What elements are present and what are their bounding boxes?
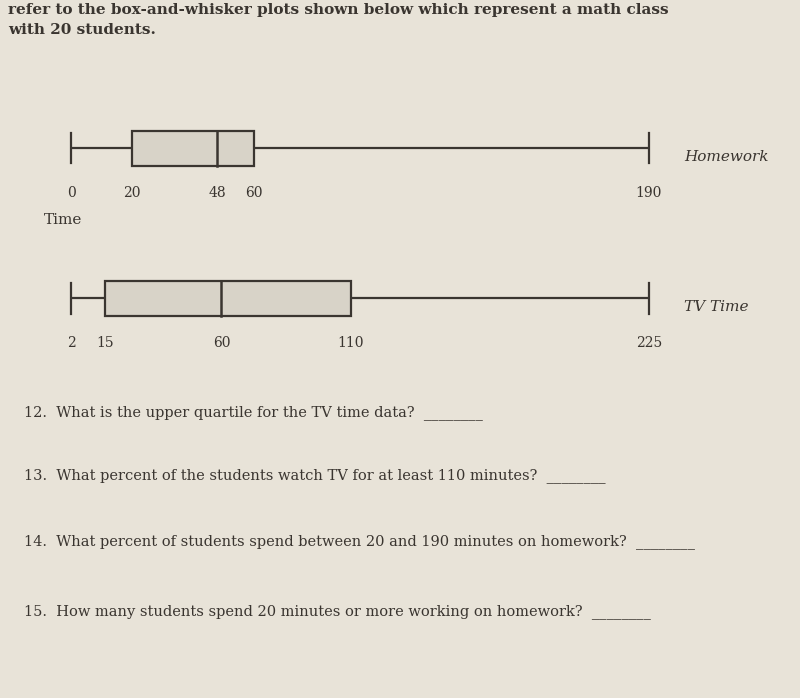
Text: 12.  What is the upper quartile for the TV time data?  ________: 12. What is the upper quartile for the T… <box>24 405 483 419</box>
Text: 14.  What percent of students spend between 20 and 190 minutes on homework?  ___: 14. What percent of students spend betwe… <box>24 534 695 549</box>
Text: 0: 0 <box>66 186 75 200</box>
Text: Homework: Homework <box>684 150 769 164</box>
Text: refer to the box-and-whisker plots shown below which represent a math class: refer to the box-and-whisker plots shown… <box>8 3 669 17</box>
Text: 110: 110 <box>338 336 364 350</box>
Text: 48: 48 <box>208 186 226 200</box>
Bar <box>105 281 351 316</box>
Text: Time: Time <box>44 213 82 227</box>
Bar <box>132 131 254 166</box>
Text: 190: 190 <box>636 186 662 200</box>
Text: with 20 students.: with 20 students. <box>8 23 156 37</box>
Text: 60: 60 <box>213 336 230 350</box>
Text: 225: 225 <box>636 336 662 350</box>
Text: 13.  What percent of the students watch TV for at least 110 minutes?  ________: 13. What percent of the students watch T… <box>24 468 606 482</box>
Text: 15: 15 <box>96 336 114 350</box>
Text: 20: 20 <box>123 186 141 200</box>
Text: TV Time: TV Time <box>684 300 749 314</box>
Text: 2: 2 <box>66 336 75 350</box>
Text: 60: 60 <box>245 186 262 200</box>
Text: 15.  How many students spend 20 minutes or more working on homework?  ________: 15. How many students spend 20 minutes o… <box>24 604 651 618</box>
